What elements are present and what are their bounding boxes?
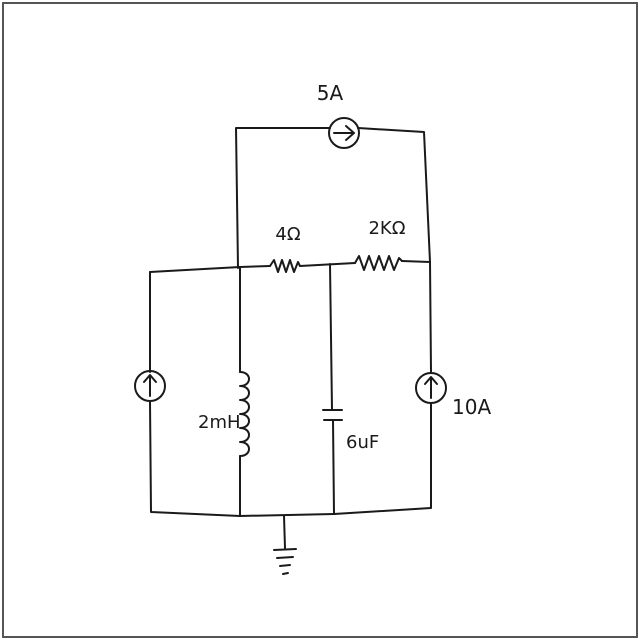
wire-left-lower xyxy=(149,401,241,517)
wire-ground xyxy=(283,515,286,549)
wire-bottom-rail xyxy=(239,513,335,517)
label-4ohm: 4Ω xyxy=(275,224,300,245)
wire-top-left xyxy=(235,127,331,269)
ground-line-2 xyxy=(276,556,294,559)
resistor-2kohm xyxy=(354,255,403,271)
wire-right-lower xyxy=(333,403,432,515)
ground-line-1 xyxy=(273,548,297,551)
inductor-coil xyxy=(239,371,250,457)
label-6uf: 6uF xyxy=(346,432,379,453)
wire-rail-mid xyxy=(299,262,356,267)
current-source-5a xyxy=(328,117,360,149)
label-10a: 10A xyxy=(452,395,491,419)
wire-capacitor-lower xyxy=(332,419,335,515)
wire-rail-right xyxy=(401,260,431,263)
label-2mh: 2mH xyxy=(198,412,241,433)
ground-line-3 xyxy=(279,564,291,567)
label-2kohm: 2KΩ xyxy=(368,218,405,239)
current-source-10a xyxy=(415,372,447,404)
label-5a: 5A xyxy=(317,81,344,105)
wire-rail-left xyxy=(149,265,271,273)
wire-right-upper xyxy=(429,261,432,373)
ground-line-4 xyxy=(282,572,289,575)
current-source-left xyxy=(134,370,166,402)
resistor-4ohm xyxy=(269,259,301,273)
wire-top-right xyxy=(357,127,431,263)
wire-capacitor-upper xyxy=(329,263,333,411)
